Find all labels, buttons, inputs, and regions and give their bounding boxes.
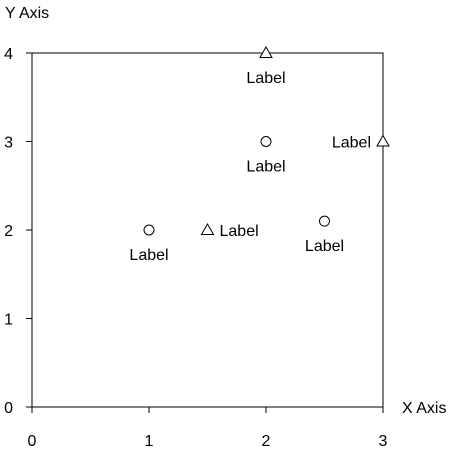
y-tick-label: 1 [4, 312, 13, 329]
triangle-marker [376, 134, 390, 147]
data-point-label: Label [246, 70, 285, 87]
circle-marker [260, 136, 272, 147]
data-labels: Label Label Label Label Label Label [129, 70, 371, 264]
x-tick-label: 2 [262, 433, 271, 450]
data-markers [143, 45, 390, 236]
data-point-label: Label [305, 238, 344, 255]
triangle-marker [200, 222, 215, 235]
axis-ticks [26, 52, 384, 413]
y-tick-label: 4 [4, 46, 13, 63]
y-axis-title: Y Axis [5, 5, 49, 22]
data-point-label: Label [332, 135, 371, 152]
circle-marker [319, 215, 330, 227]
triangle-marker [259, 45, 273, 58]
x-tick-label: 3 [379, 433, 388, 450]
data-point-label: Label [220, 223, 259, 240]
data-point-label: Label [129, 247, 168, 264]
x-axis-title: X Axis [402, 400, 446, 417]
y-tick-label: 2 [4, 223, 13, 240]
x-tick-label: 0 [28, 433, 37, 450]
circle-marker [143, 224, 155, 236]
y-tick-label: 0 [4, 400, 13, 417]
tick-labels: 0 1 2 3 0 1 2 3 4 [4, 46, 387, 450]
x-tick-label: 1 [145, 433, 154, 450]
y-tick-label: 3 [4, 135, 13, 152]
data-point-label: Label [246, 159, 285, 176]
